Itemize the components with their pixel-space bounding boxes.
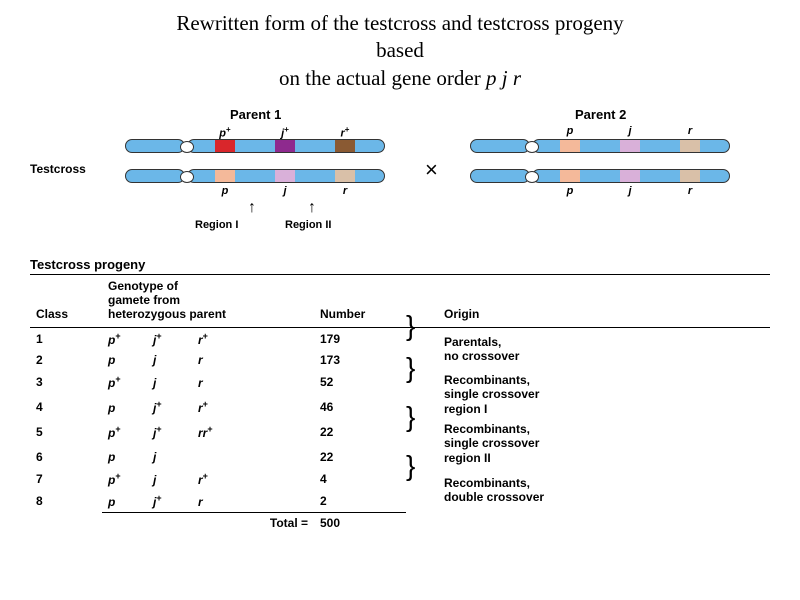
region2-label: Region II — [285, 219, 331, 231]
p1-top: p+ j+ r+ — [125, 139, 385, 153]
cross-symbol: × — [425, 157, 438, 183]
testcross-diagram: Testcross Parent 1 Parent 2 p+ j+ r+ p j… — [30, 107, 770, 247]
title-line3b: p j r — [486, 66, 521, 90]
parent1-chromosomes: p+ j+ r+ p j r — [125, 139, 385, 199]
title-line1: Rewritten form of the testcross and test… — [176, 11, 623, 35]
title-line2: based — [376, 38, 424, 62]
col-origin: Origin — [438, 275, 770, 328]
parent1-label: Parent 1 — [230, 107, 281, 122]
progeny-table: Class Genotype of gamete from heterozygo… — [30, 275, 770, 533]
region2-arrow: ↑ — [308, 199, 316, 217]
table-row: 5p+j+rr+22}Recombinants, single crossove… — [30, 419, 770, 445]
p1-bottom: p j r — [125, 169, 385, 183]
progeny-section-title: Testcross progeny — [30, 257, 770, 275]
title-line3a: on the actual gene order — [279, 66, 486, 90]
col-number: Number — [314, 275, 406, 328]
table-row: 7p+jr+4}Recombinants, double crossover — [30, 468, 770, 490]
table-row: 1p+j+r+179}Parentals, no crossover — [30, 327, 770, 350]
p2-bottom: p j r — [470, 169, 730, 183]
testcross-label: Testcross — [30, 162, 86, 176]
region1-arrow: ↑ — [248, 199, 256, 217]
col-genotype: Genotype of gamete from heterozygous par… — [102, 275, 314, 328]
page-title: Rewritten form of the testcross and test… — [30, 10, 770, 92]
col-class: Class — [30, 275, 102, 328]
parent2-label: Parent 2 — [575, 107, 626, 122]
p2-top: p j r — [470, 139, 730, 153]
parent2-chromosomes: p j r p j r — [470, 139, 730, 199]
table-row: 3p+jr52}Recombinants, single crossover r… — [30, 370, 770, 395]
region1-label: Region I — [195, 219, 238, 231]
total-row: Total =500 — [30, 513, 770, 534]
